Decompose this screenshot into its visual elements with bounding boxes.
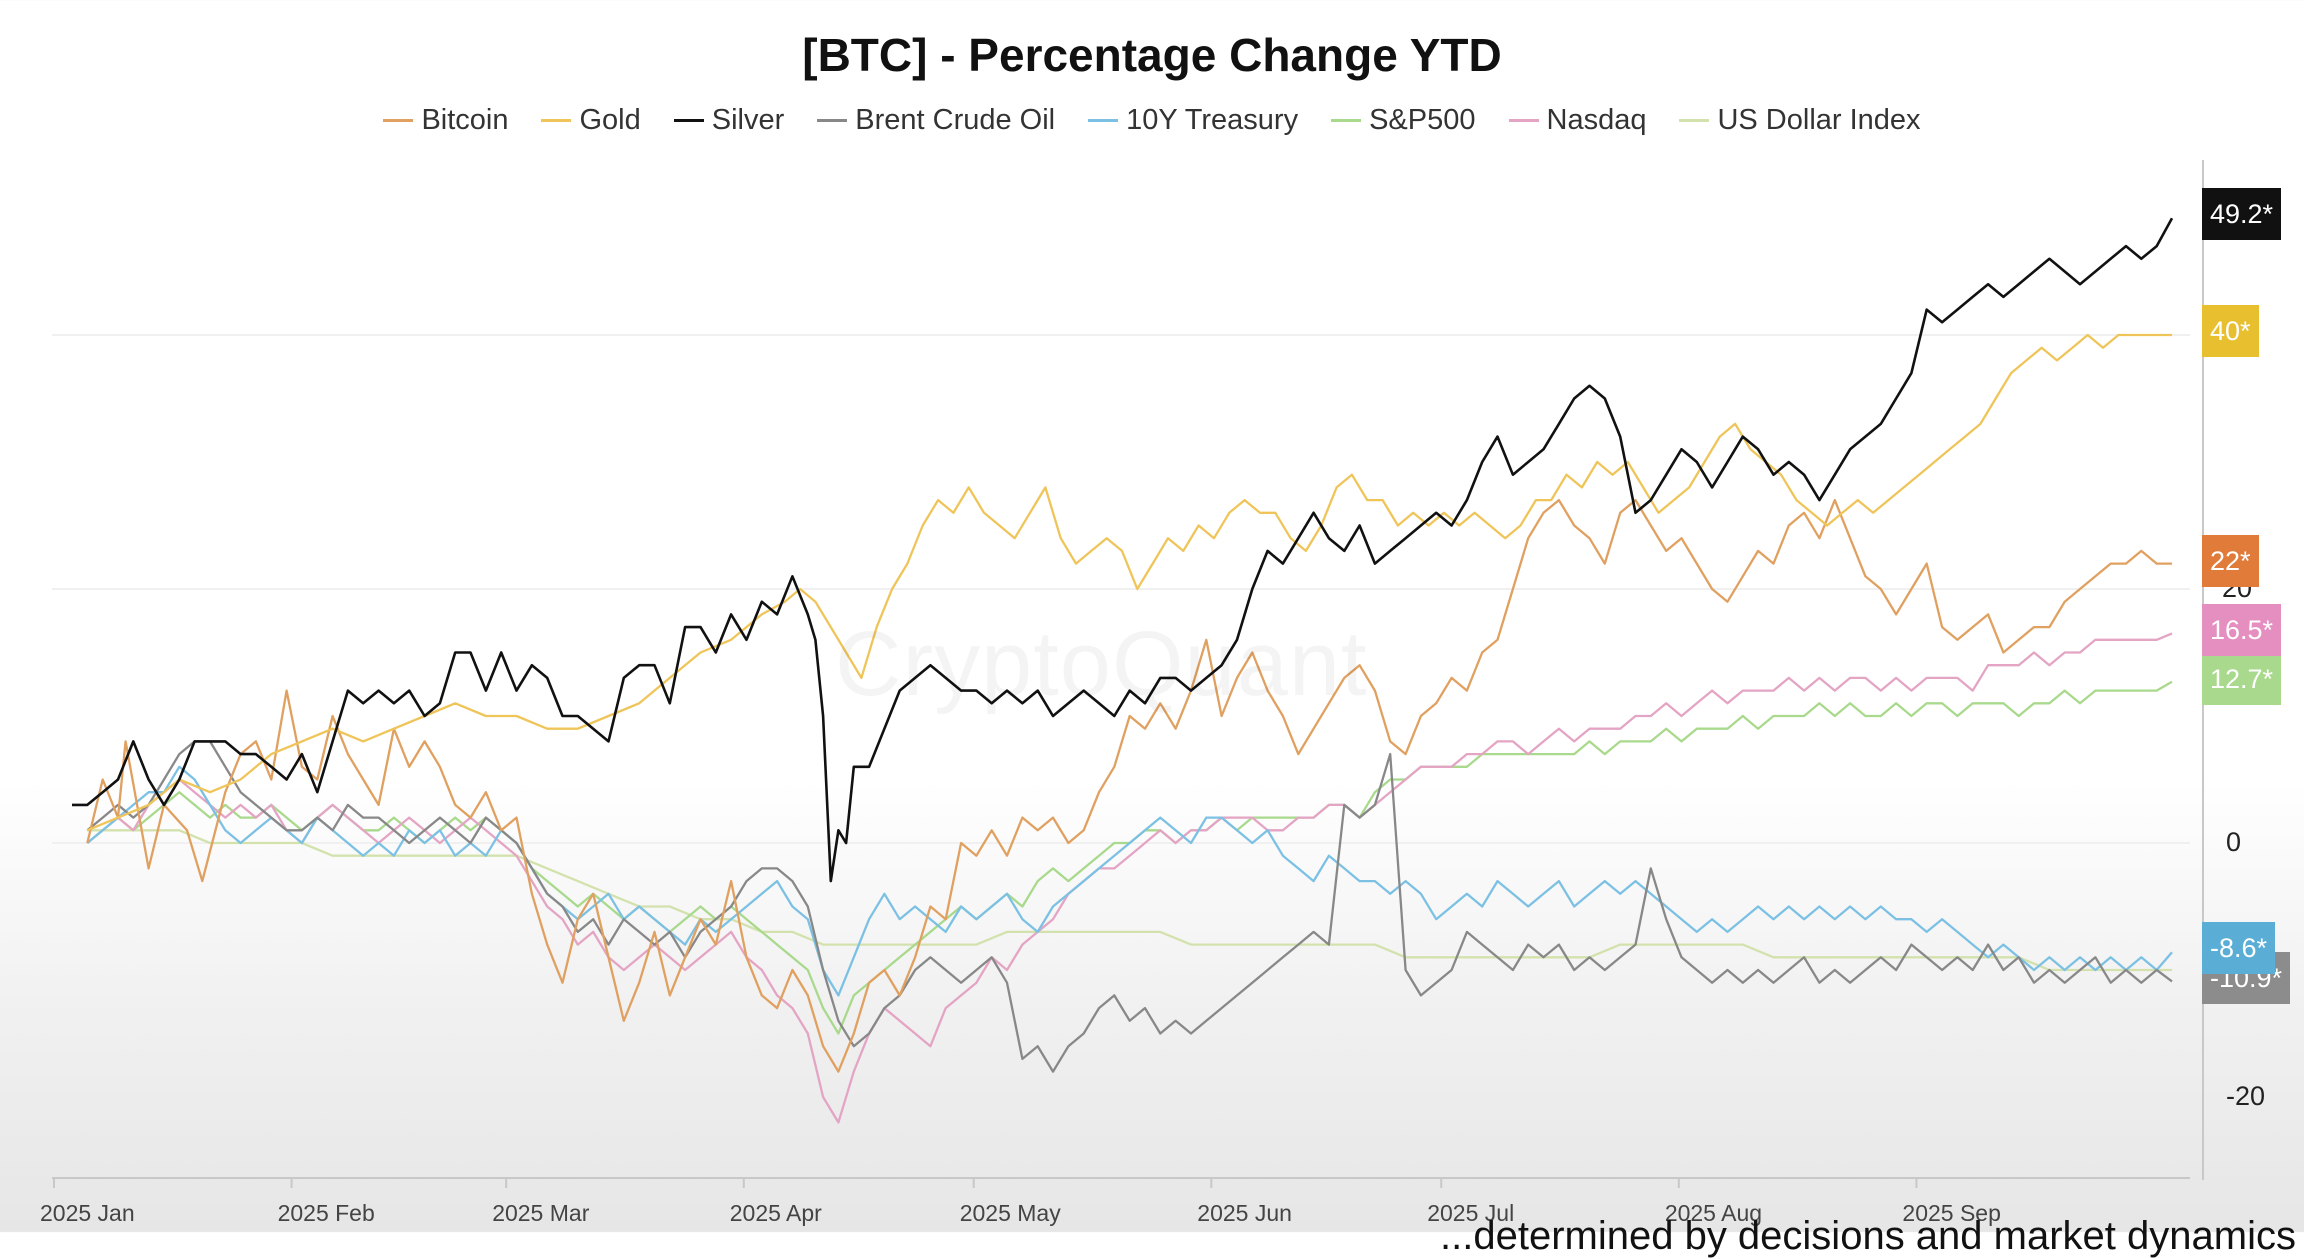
legend-item-brent-crude-oil[interactable]: Brent Crude Oil — [817, 104, 1055, 137]
series-line-10y-treasury — [86, 765, 2173, 997]
x-tick-label: 2025 Apr — [729, 1200, 822, 1226]
end-badge-silver: 49.2* — [2202, 188, 2282, 240]
series-line-brent-crude-oil — [86, 740, 2173, 1073]
legend-swatch — [1508, 119, 1539, 122]
x-tick-label: 2025 Feb — [277, 1200, 375, 1226]
legend-item-silver[interactable]: Silver — [673, 104, 785, 137]
legend-item-10y-treasury[interactable]: 10Y Treasury — [1088, 104, 1298, 137]
end-badge-s-p500: 12.7* — [2202, 653, 2282, 705]
legend-label: Nasdaq — [1546, 104, 1647, 136]
footer-text-partial: ...determined by decisions and market dy… — [1440, 1214, 2296, 1258]
series-line-nasdaq — [86, 632, 2173, 1124]
series-line-silver — [72, 217, 2174, 883]
end-badge-nasdaq: 16.5* — [2202, 604, 2282, 656]
x-tick-label: 2025 Aug — [1664, 1200, 1763, 1226]
series-lines — [72, 217, 2174, 1124]
x-tick-label: 2025 May — [959, 1200, 1061, 1226]
legend-item-gold[interactable]: Gold — [541, 104, 641, 137]
legend-item-us-dollar-index[interactable]: US Dollar Index — [1679, 104, 1921, 137]
legend-label: US Dollar Index — [1717, 104, 1921, 136]
x-tick-label: 2025 Sep — [1902, 1200, 2001, 1226]
legend-item-s-p500[interactable]: S&P500 — [1331, 104, 1476, 137]
series-line-gold — [86, 333, 2172, 832]
axes — [52, 160, 2204, 1188]
legend-swatch — [1331, 119, 1362, 122]
legend-label: 10Y Treasury — [1126, 104, 1299, 136]
legend-swatch — [1679, 119, 1710, 122]
x-tick-label: 2025 Mar — [492, 1200, 590, 1226]
x-tick-label: 2025 Jan — [40, 1200, 135, 1226]
legend-item-nasdaq[interactable]: Nasdaq — [1508, 104, 1647, 137]
legend-swatch — [383, 119, 414, 122]
legend-label: Gold — [579, 104, 641, 136]
legend-label: Brent Crude Oil — [855, 104, 1056, 136]
legend-item-bitcoin[interactable]: Bitcoin — [383, 104, 508, 137]
y-tick-label: -20 — [2226, 1081, 2266, 1111]
end-badge-bitcoin: 22* — [2202, 535, 2259, 587]
legend-label: S&P500 — [1369, 104, 1476, 136]
legend-swatch — [541, 119, 572, 122]
x-tick-label: 2025 Jul — [1427, 1200, 1515, 1226]
legend-swatch — [1088, 119, 1119, 122]
legend-label: Bitcoin — [421, 104, 509, 136]
end-badge-gold: 40* — [2202, 305, 2259, 357]
legend-label: Silver — [711, 104, 785, 136]
legend-swatch — [817, 119, 848, 122]
chart-title: [BTC] - Percentage Change YTD — [802, 29, 1502, 81]
y-tick-label: 0 — [2226, 827, 2242, 857]
series-line-s-p500 — [86, 680, 2173, 1035]
series-line-bitcoin — [86, 498, 2172, 1073]
legend: Bitcoin Gold Silver Brent Crude Oil 10Y Trea… — [0, 104, 2304, 137]
end-badge-10y-treasury: -8.6* — [2202, 922, 2276, 974]
series-line-us-dollar-index — [87, 829, 2172, 972]
chart-plot-area — [52, 160, 2204, 1188]
legend-swatch — [673, 119, 704, 122]
x-tick-label: 2025 Jun — [1197, 1200, 1292, 1226]
